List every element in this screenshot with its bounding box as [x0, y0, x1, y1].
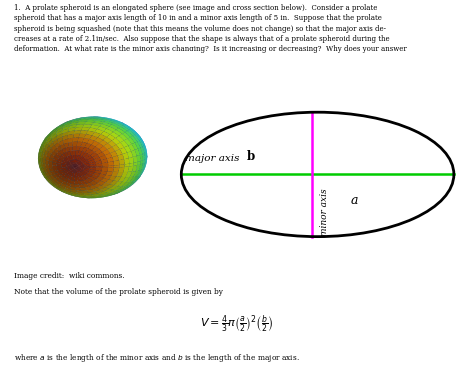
- Text: a: a: [351, 194, 358, 207]
- Text: 1.  A prolate spheroid is an elongated sphere (see image and cross section below: 1. A prolate spheroid is an elongated sp…: [14, 4, 407, 64]
- Text: Image credit:  wiki commons.: Image credit: wiki commons.: [14, 272, 125, 280]
- Text: where $a$ is the length of the minor axis and $b$ is the length of the major axi: where $a$ is the length of the minor axi…: [14, 352, 300, 364]
- Text: b: b: [246, 150, 255, 163]
- Text: major axis: major axis: [185, 154, 243, 163]
- Text: Note that the volume of the prolate spheroid is given by: Note that the volume of the prolate sphe…: [14, 288, 223, 296]
- Text: minor axis: minor axis: [320, 189, 329, 236]
- Text: $V = \frac{4}{3}\pi\left(\frac{a}{2}\right)^2\left(\frac{b}{2}\right)$: $V = \frac{4}{3}\pi\left(\frac{a}{2}\rig…: [201, 314, 273, 335]
